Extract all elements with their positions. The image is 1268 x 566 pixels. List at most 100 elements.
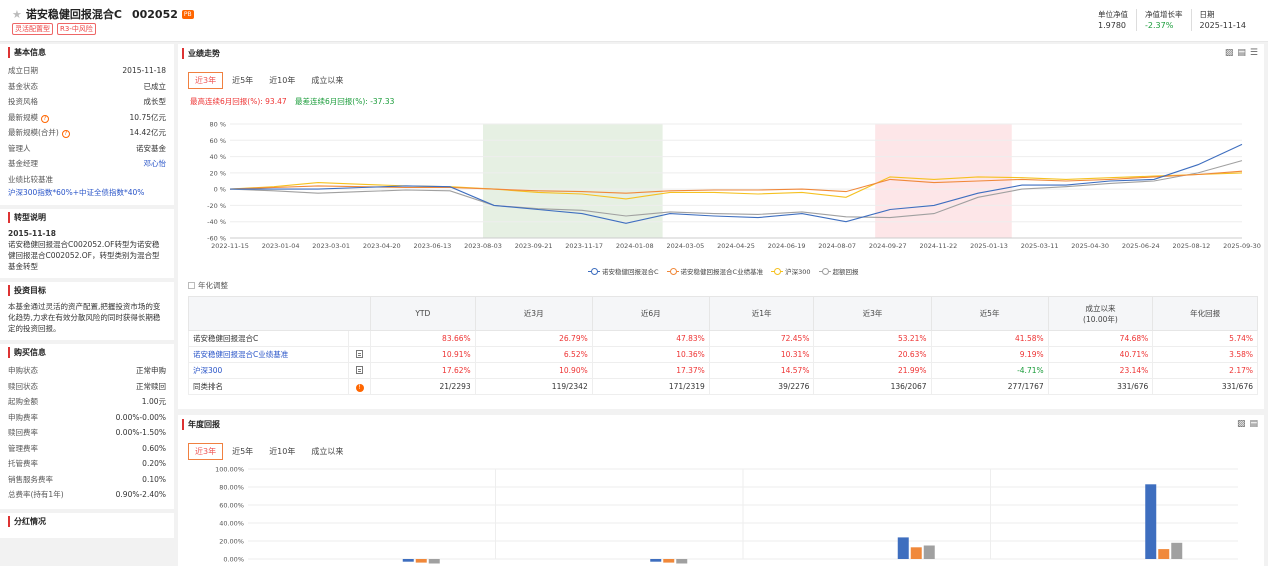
benchmark-link[interactable]: 沪深300指数*60%+中证全债指数*40% — [8, 188, 145, 197]
tab-3y[interactable]: 近3年 — [188, 443, 224, 460]
y-tick-label: -20 % — [207, 202, 226, 210]
star-icon[interactable]: ★ — [12, 7, 22, 21]
annualize-checkbox[interactable] — [188, 282, 195, 289]
cell: 83.66% — [370, 330, 476, 347]
help-icon[interactable]: ? — [61, 130, 70, 138]
y-tick-label: 20.00% — [219, 538, 244, 546]
info-value: 已成立 — [143, 81, 167, 91]
x-tick-label: 2024-03-05 — [667, 242, 705, 250]
edit-icon[interactable] — [356, 349, 363, 358]
bar — [415, 559, 427, 563]
series-line — [229, 160, 1243, 219]
tab-since-inception[interactable]: 成立以来 — [311, 76, 344, 85]
purchase-title: 购买信息 — [8, 347, 166, 358]
bar — [897, 537, 909, 559]
performance-line-chart: 80 % 60 % 40 % 20 % 0 % -20 % -40 % -60 %2022-1… — [207, 121, 1261, 251]
bar — [1171, 542, 1183, 559]
series-line — [229, 172, 1243, 200]
info-row: 成立日期 2015-11-18 — [8, 63, 166, 79]
info-key: 基金经理 — [8, 159, 38, 168]
cell: 20.63% — [813, 346, 932, 363]
tab-3y[interactable]: 近3年 — [188, 72, 224, 89]
cell: 9.19% — [930, 346, 1049, 363]
drawdown-summary: 最高连续6月回报(%): 93.47 最差连续6月回报(%): -37.33 — [190, 96, 394, 107]
tab-10y[interactable]: 近10年 — [269, 76, 296, 85]
col-since-inception: 成立以来 (10.00年) — [1047, 296, 1154, 331]
info-icon[interactable]: ! — [355, 383, 364, 392]
tab-5y[interactable]: 近5年 — [232, 76, 254, 85]
fund-header: ★ 诺安稳健回报混合C 002052 PB 灵活配置型 R3-中风险 单位净值 … — [0, 0, 1268, 42]
table-view-icon[interactable]: ▤ — [1249, 419, 1258, 429]
edit-icon[interactable] — [356, 365, 363, 374]
cell: 39/2276 — [708, 378, 815, 395]
x-tick-label: 2025-01-13 — [970, 242, 1008, 250]
annualize-toggle[interactable]: 年化调整 — [188, 280, 228, 291]
table-row: 诺安稳健回报混合C 83.66% 26.79% 47.83% 72.45% 53… — [188, 330, 1258, 347]
info-key: 成立日期 — [8, 66, 38, 75]
cell: 47.83% — [591, 330, 710, 347]
legend-marker — [588, 268, 600, 275]
cell: 40.71% — [1047, 346, 1154, 363]
x-tick-label: 2023-09-21 — [515, 242, 553, 250]
info-key-text: 最新规模(合并) — [8, 128, 59, 137]
y-tick-label: 0.00% — [223, 556, 244, 564]
cell: 277/1767 — [930, 378, 1049, 395]
bar — [910, 547, 922, 559]
help-icon[interactable]: ? — [41, 114, 49, 123]
cell: 6.52% — [474, 346, 593, 363]
purchase-row: 托管费率 0.20% — [8, 456, 166, 472]
basic-info-title: 基本信息 — [8, 47, 166, 58]
col-since-years: (10.00年) — [1083, 314, 1118, 324]
x-tick-label: 2022-11-15 — [211, 242, 249, 250]
legend-item[interactable]: 沪深300 — [771, 266, 811, 276]
col-3m: 近3月 — [474, 296, 593, 331]
transform-date: 2015-11-18 — [8, 229, 56, 238]
legend-label: 诺安稳健回报混合C — [602, 268, 659, 276]
x-tick-label: 2024-11-22 — [920, 242, 958, 250]
annualize-label: 年化调整 — [198, 281, 228, 290]
col-ytd: YTD — [370, 296, 476, 331]
period-tabs: 近3年 近5年 近10年 成立以来 — [188, 72, 350, 89]
chart-view-icon[interactable]: ▨ — [1224, 48, 1234, 58]
table-view-icon[interactable]: ▤ — [1237, 48, 1246, 58]
cell: 10.31% — [708, 346, 815, 363]
info-key: 最新规模(合并)? — [8, 125, 70, 141]
tab-since-inception[interactable]: 成立以来 — [311, 447, 344, 456]
table-header-empty — [188, 296, 371, 331]
cell: 17.62% — [370, 362, 476, 379]
x-tick-label: 2024-06-19 — [768, 242, 806, 250]
x-tick-label: 2025-06-24 — [1122, 242, 1160, 250]
purchase-row: 销售服务费率 0.10% — [8, 472, 166, 488]
purchase-value: 0.90%-2.40% — [115, 490, 166, 499]
chart-view-icon[interactable]: ▨ — [1236, 419, 1246, 429]
row-name-link[interactable]: 诺安稳健回报混合C业绩基准 — [188, 346, 349, 363]
cell: 5.74% — [1152, 330, 1258, 347]
tab-5y[interactable]: 近5年 — [232, 447, 254, 456]
info-row: 最新规模(合并)? 14.42亿元 — [8, 125, 166, 141]
bar — [676, 559, 688, 564]
manager-link[interactable]: 邓心怡 — [143, 159, 167, 168]
purchase-key: 申购状态 — [8, 366, 38, 375]
transform-section: 转型说明 2015-11-18 诺安稳健回报混合C002052.OF转型为诺安稳… — [0, 209, 174, 278]
tab-10y[interactable]: 近10年 — [269, 447, 296, 456]
purchase-key: 销售服务费率 — [8, 474, 53, 484]
purchase-value: 0.00%-0.00% — [115, 412, 166, 422]
objective-section: 投资目标 本基金通过灵活的资产配置,把握投资市场的变化趋势,力求在有效分散风险的… — [0, 282, 174, 340]
performance-panel: 业绩走势 ▨ ▤ ☰ 近3年 近5年 近10年 成立以来 最高连续6月回报(%)… — [178, 44, 1264, 409]
x-tick-label: 2025-09-30 — [1223, 242, 1261, 250]
dividend-section: 分红情况 — [0, 512, 174, 538]
x-tick-label: 2023-11-17 — [565, 242, 603, 250]
row-icon-cell — [348, 362, 371, 379]
legend-item[interactable]: 超额回报 — [818, 266, 859, 276]
menu-icon[interactable]: ☰ — [1249, 48, 1258, 58]
info-row: 基金经理 邓心怡 — [8, 156, 166, 172]
row-name-link[interactable]: 沪深300 — [188, 362, 349, 379]
legend-item[interactable]: 诺安稳健回报混合C — [588, 266, 659, 276]
x-tick-label: 2025-04-30 — [1071, 242, 1109, 250]
y-tick-label: 60.00% — [219, 502, 244, 510]
legend-item[interactable]: 诺安稳健回报混合C业绩基准 — [666, 266, 763, 276]
row-name: 同类排名 — [188, 378, 349, 395]
info-row: 最新规模? 10.75亿元 — [8, 110, 166, 126]
y-tick-label: 80.00% — [219, 484, 244, 492]
nav-stat: 单位净值 1.9780 — [1090, 9, 1136, 31]
